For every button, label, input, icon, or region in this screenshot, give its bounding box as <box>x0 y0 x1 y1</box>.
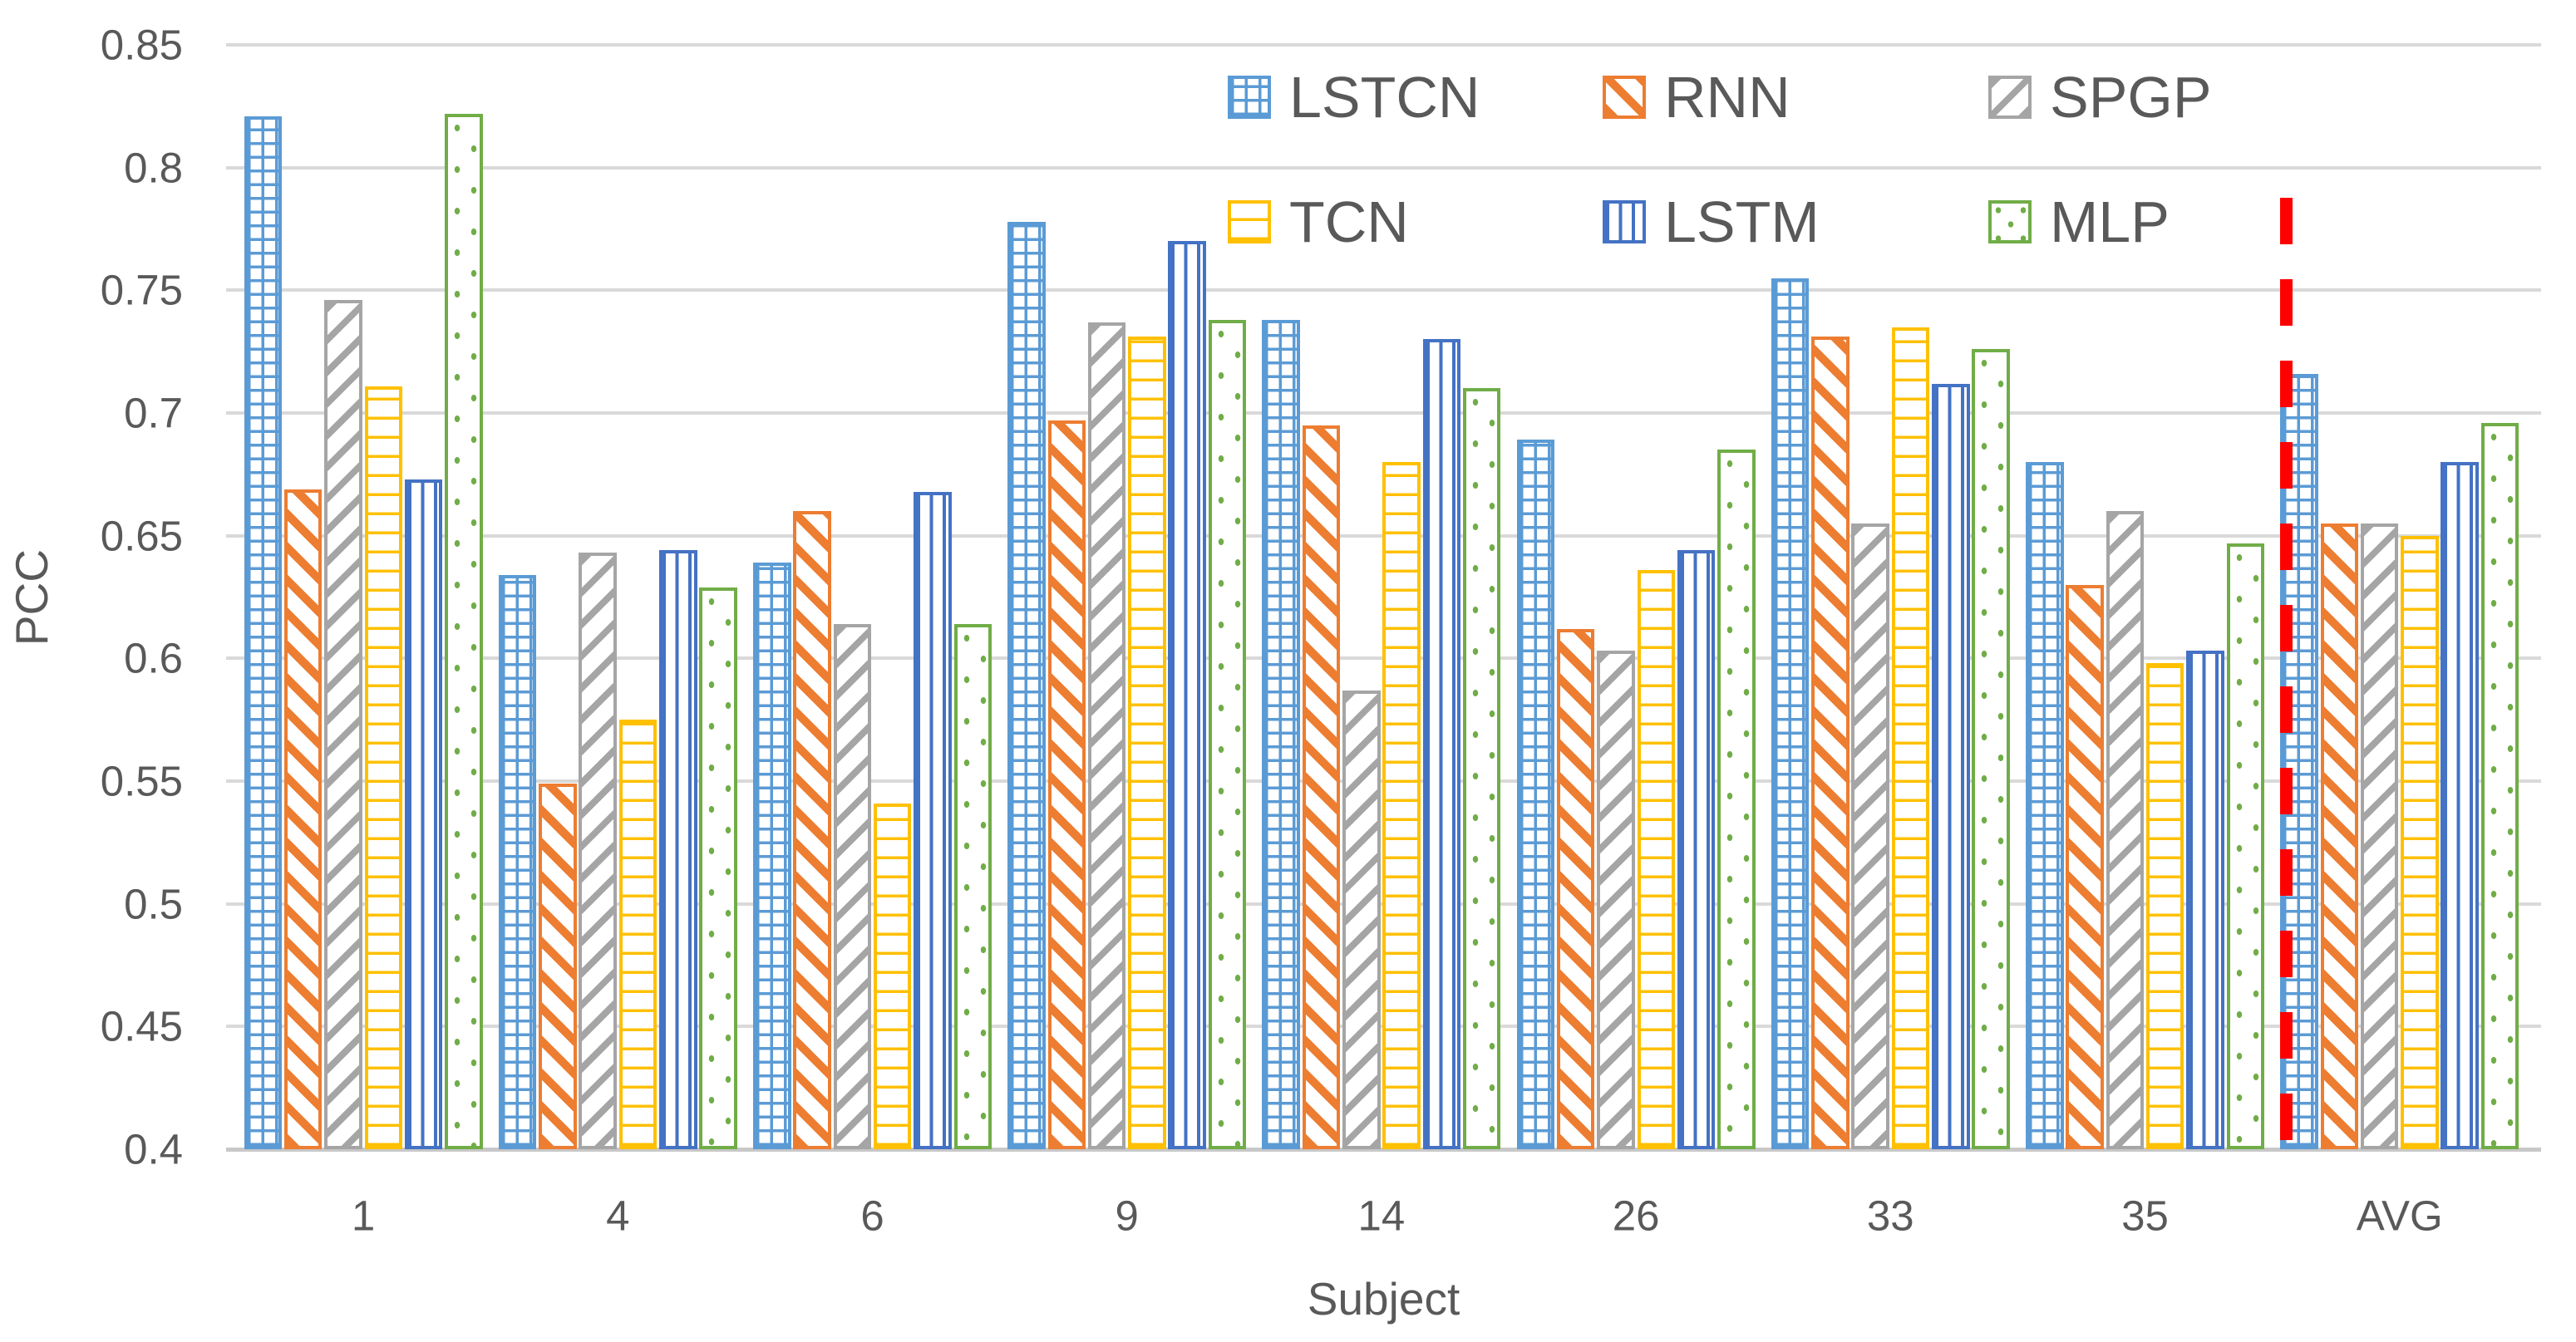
x-tick-label: AVG <box>2356 1192 2443 1240</box>
bar-SPGP-4 <box>579 553 617 1149</box>
bar-RNN-35 <box>2066 584 2104 1149</box>
x-tick-label: 14 <box>1357 1192 1406 1240</box>
bar-TCN-AVG <box>2401 535 2439 1149</box>
gridline <box>226 288 2541 292</box>
bar-RNN-9 <box>1047 420 1086 1149</box>
x-tick-label: 26 <box>1612 1192 1660 1240</box>
legend-item-LSTM: LSTM <box>1603 193 1820 251</box>
bar-TCN-4 <box>618 720 658 1149</box>
bar-TCN-14 <box>1382 462 1421 1149</box>
y-tick-label: 0.75 <box>100 266 183 314</box>
bar-MLP-AVG <box>2480 422 2519 1149</box>
bar-LSTCN-1 <box>244 116 283 1149</box>
bar-SPGP-26 <box>1597 651 1635 1149</box>
bar-LSTCN-9 <box>1007 221 1046 1149</box>
bar-RNN-6 <box>793 511 831 1149</box>
bar-LSTCN-35 <box>2026 462 2064 1149</box>
bar-LSTM-26 <box>1677 550 1716 1149</box>
bar-MLP-35 <box>2226 543 2264 1149</box>
gridline <box>226 165 2541 170</box>
bar-MLP-33 <box>1972 349 2010 1149</box>
bar-MLP-6 <box>953 623 992 1149</box>
legend-swatch-LSTM <box>1603 200 1646 243</box>
bar-SPGP-1 <box>324 300 362 1149</box>
legend-swatch-MLP <box>1988 200 2032 243</box>
bar-SPGP-AVG <box>2360 523 2399 1149</box>
gridline <box>226 43 2541 47</box>
legend-label-SPGP: SPGP <box>2050 65 2212 130</box>
bar-TCN-33 <box>1891 327 1930 1149</box>
legend-item-TCN: TCN <box>1228 193 1409 251</box>
legend-item-SPGP: SPGP <box>1988 68 2212 126</box>
x-axis-line <box>226 1148 2541 1152</box>
y-tick-label: 0.85 <box>100 21 183 69</box>
legend-label-MLP: MLP <box>2050 189 2170 254</box>
y-tick-label: 0.5 <box>124 880 183 928</box>
bar-SPGP-35 <box>2106 511 2145 1149</box>
legend-item-RNN: RNN <box>1603 68 1790 126</box>
bar-LSTM-35 <box>2186 651 2224 1149</box>
bar-SPGP-33 <box>1851 523 1889 1149</box>
y-tick-label: 0.4 <box>124 1125 183 1173</box>
bar-TCN-6 <box>873 803 912 1149</box>
y-tick-label: 0.6 <box>124 634 183 682</box>
x-tick-label: 35 <box>2121 1192 2169 1240</box>
legend-swatch-RNN <box>1603 76 1646 119</box>
legend-swatch-SPGP <box>1988 76 2032 119</box>
bar-MLP-1 <box>445 113 483 1149</box>
x-tick-label: 9 <box>1115 1192 1139 1240</box>
bar-LSTM-9 <box>1168 241 1206 1149</box>
bar-SPGP-9 <box>1087 322 1126 1149</box>
legend-swatch-TCN <box>1228 200 1271 243</box>
y-tick-label: 0.8 <box>124 144 183 192</box>
bar-MLP-26 <box>1717 450 1756 1149</box>
bar-RNN-14 <box>1302 425 1341 1149</box>
bar-LSTM-33 <box>1932 383 1970 1149</box>
legend-label-LSTCN: LSTCN <box>1289 65 1480 130</box>
bar-TCN-35 <box>2145 663 2184 1149</box>
bar-LSTCN-14 <box>1262 319 1300 1149</box>
avg-separator-dashed-line <box>2280 198 2293 1173</box>
y-tick-label: 0.55 <box>100 757 183 805</box>
bar-RNN-33 <box>1811 337 1849 1149</box>
legend-label-TCN: TCN <box>1289 189 1409 254</box>
bar-SPGP-6 <box>833 623 872 1149</box>
legend-item-MLP: MLP <box>1988 193 2170 251</box>
bar-LSTCN-26 <box>1516 440 1555 1149</box>
bar-LSTM-1 <box>404 479 443 1149</box>
bar-RNN-1 <box>283 489 323 1149</box>
x-tick-label: 4 <box>606 1192 630 1240</box>
bar-LSTM-6 <box>914 491 952 1149</box>
bar-MLP-9 <box>1208 319 1247 1149</box>
bar-LSTM-14 <box>1422 339 1461 1149</box>
bar-LSTCN-4 <box>498 574 537 1149</box>
legend-label-LSTM: LSTM <box>1664 189 1820 254</box>
bar-SPGP-14 <box>1342 690 1381 1149</box>
bar-TCN-1 <box>364 386 402 1149</box>
x-tick-label: 1 <box>351 1192 376 1240</box>
bar-MLP-4 <box>699 587 737 1149</box>
bar-RNN-4 <box>539 783 577 1149</box>
y-tick-label: 0.65 <box>100 512 183 560</box>
legend-label-RNN: RNN <box>1664 65 1790 130</box>
bar-TCN-9 <box>1128 337 1166 1149</box>
y-axis-title: PCC <box>6 548 57 646</box>
legend-item-LSTCN: LSTCN <box>1228 68 1480 126</box>
bar-MLP-14 <box>1462 388 1501 1149</box>
bar-TCN-26 <box>1637 570 1675 1149</box>
gridline <box>226 411 2541 415</box>
bar-LSTM-AVG <box>2441 462 2479 1149</box>
x-axis-title: Subject <box>1307 1273 1460 1325</box>
y-tick-label: 0.7 <box>124 389 183 437</box>
bar-RNN-AVG <box>2320 523 2358 1149</box>
bar-RNN-26 <box>1556 628 1595 1149</box>
bar-LSTCN-6 <box>753 563 791 1149</box>
x-tick-label: 33 <box>1866 1192 1914 1240</box>
y-tick-label: 0.45 <box>100 1002 183 1050</box>
bar-LSTM-4 <box>659 550 697 1149</box>
legend-swatch-LSTCN <box>1228 76 1271 119</box>
bar-LSTCN-33 <box>1771 278 1810 1149</box>
x-tick-label: 6 <box>860 1192 884 1240</box>
